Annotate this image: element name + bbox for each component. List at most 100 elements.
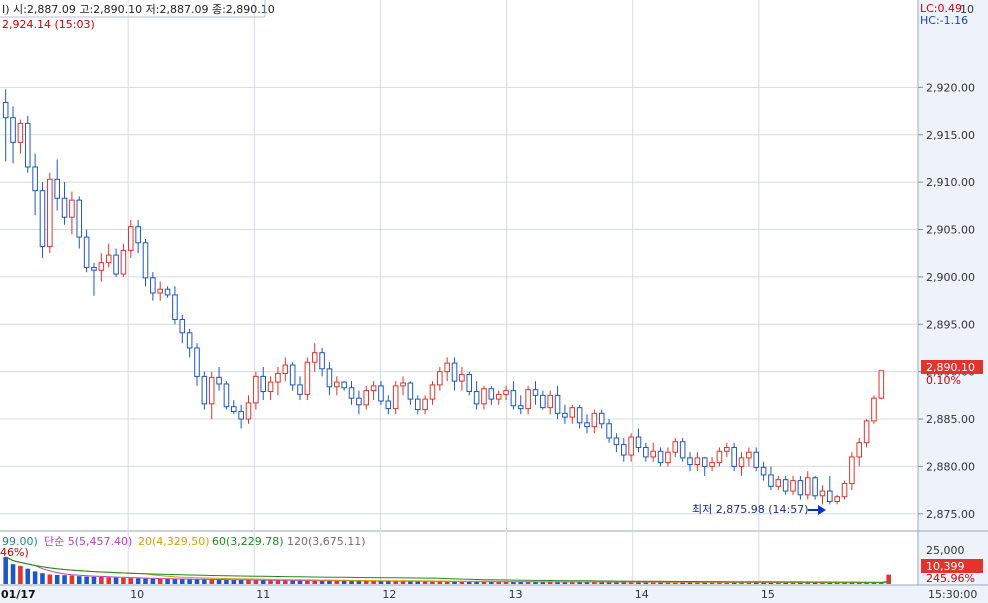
candle-body-67 (495, 393, 502, 400)
candle-body-9 (69, 199, 75, 218)
volume-bar-112 (827, 582, 833, 584)
candle-body-91 (672, 441, 679, 453)
volume-bar-23 (172, 579, 178, 584)
volume-bar-37 (275, 580, 281, 584)
candle-body-103 (760, 466, 767, 476)
current-price-marker (921, 360, 983, 374)
candle-body-113 (834, 496, 840, 502)
volume-bar-14 (106, 577, 111, 584)
volume-bar-55 (408, 581, 413, 584)
current-volume-value: 10,399 (926, 560, 965, 573)
candle-body-32 (238, 410, 244, 420)
candle-body-53 (392, 385, 399, 410)
volume-bar-114 (842, 582, 847, 584)
volume-bar-26 (194, 579, 200, 584)
price-tick-label-5: 2,895.00 (926, 318, 975, 331)
candle-body-86 (635, 436, 642, 448)
volume-bar-69 (511, 581, 516, 584)
volume-bar-51 (378, 581, 384, 584)
candle-body-98 (724, 446, 730, 452)
candle-body-43 (319, 352, 325, 370)
candle-body-81 (598, 412, 605, 425)
candle-body-66 (488, 388, 495, 400)
volume-bar-87 (643, 582, 649, 584)
volume-bar-52 (386, 581, 391, 584)
candle-body-4 (32, 166, 38, 192)
time-label-0: 01/17 (1, 588, 36, 601)
candle-body-57 (422, 398, 428, 411)
candle-body-118 (871, 397, 877, 422)
volume-pct-left: 46%) (0, 546, 29, 559)
volume-bar-68 (503, 581, 509, 584)
volume-bar-53 (393, 581, 398, 584)
candle-body-114 (841, 482, 848, 498)
time-label-7: 15:30:00 (928, 588, 977, 601)
candle-body-7 (54, 178, 60, 199)
volume-bar-79 (584, 582, 590, 584)
volume-bar-42 (312, 580, 318, 584)
volume-bar-27 (202, 579, 207, 584)
volume-bar-4 (32, 571, 38, 584)
candle-body-100 (738, 457, 745, 467)
volume-bar-119 (879, 582, 884, 584)
candle-body-38 (282, 364, 289, 375)
candle-body-15 (113, 254, 119, 275)
volume-bar-82 (606, 582, 612, 584)
volume-ma60-line (5, 556, 889, 583)
candle-body-87 (643, 446, 649, 458)
time-label-3: 12 (382, 588, 396, 601)
candle-body-85 (628, 436, 634, 456)
volume-bar-43 (319, 580, 325, 584)
candle-body-0 (2, 102, 9, 119)
volume-bar-115 (849, 582, 855, 584)
volume-bar-13 (99, 576, 104, 584)
volume-bar-70 (518, 581, 524, 584)
time-label-2: 11 (256, 588, 270, 601)
price-tick-label-8: 2,880.00 (926, 460, 975, 473)
candle-body-23 (172, 294, 178, 321)
volume-bar-106 (783, 582, 788, 584)
volume-bar-104 (768, 582, 774, 584)
time-axis-bar (0, 585, 988, 603)
candle-body-37 (275, 373, 281, 383)
current-change-value: 0.10% (926, 374, 961, 387)
volume-bar-11 (84, 576, 89, 584)
candle-body-104 (768, 474, 774, 487)
volume-bar-47 (349, 580, 354, 584)
volume-bar-31 (231, 579, 237, 584)
volume-bar-66 (489, 581, 494, 584)
candle-body-56 (414, 398, 421, 411)
candle-body-10 (76, 199, 83, 238)
volume-bar-33 (246, 580, 251, 584)
candle-body-93 (687, 457, 693, 466)
candle-body-41 (304, 361, 311, 395)
price-tick-label-2: 2,910.00 (926, 176, 975, 189)
volume-bar-98 (724, 582, 730, 584)
candle-body-64 (473, 391, 480, 405)
candle-body-74 (547, 394, 553, 409)
volume-bar-85 (628, 582, 634, 584)
candle-body-60 (444, 362, 450, 373)
candle-body-76 (562, 412, 568, 418)
volume-bar-102 (753, 582, 759, 584)
volume-bar-9 (69, 575, 75, 584)
volume-bar-65 (481, 581, 487, 584)
volume-bar-73 (540, 581, 546, 584)
volume-layer (3, 556, 891, 584)
volume-bar-12 (91, 576, 97, 584)
volume-bar-29 (216, 579, 222, 584)
candle-body-49 (363, 390, 370, 406)
volume-bar-108 (798, 582, 803, 584)
candle-body-84 (620, 444, 627, 456)
volume-bar-18 (135, 578, 141, 584)
candle-body-117 (863, 420, 870, 444)
volume-bar-39 (290, 580, 295, 584)
volume-bar-84 (621, 582, 627, 584)
candle-body-28 (208, 376, 215, 405)
candle-body-88 (650, 450, 656, 458)
candle-body-105 (775, 479, 782, 487)
candle-body-26 (194, 347, 200, 377)
volume-bar-77 (569, 582, 575, 584)
volume-bar-95 (702, 582, 708, 584)
